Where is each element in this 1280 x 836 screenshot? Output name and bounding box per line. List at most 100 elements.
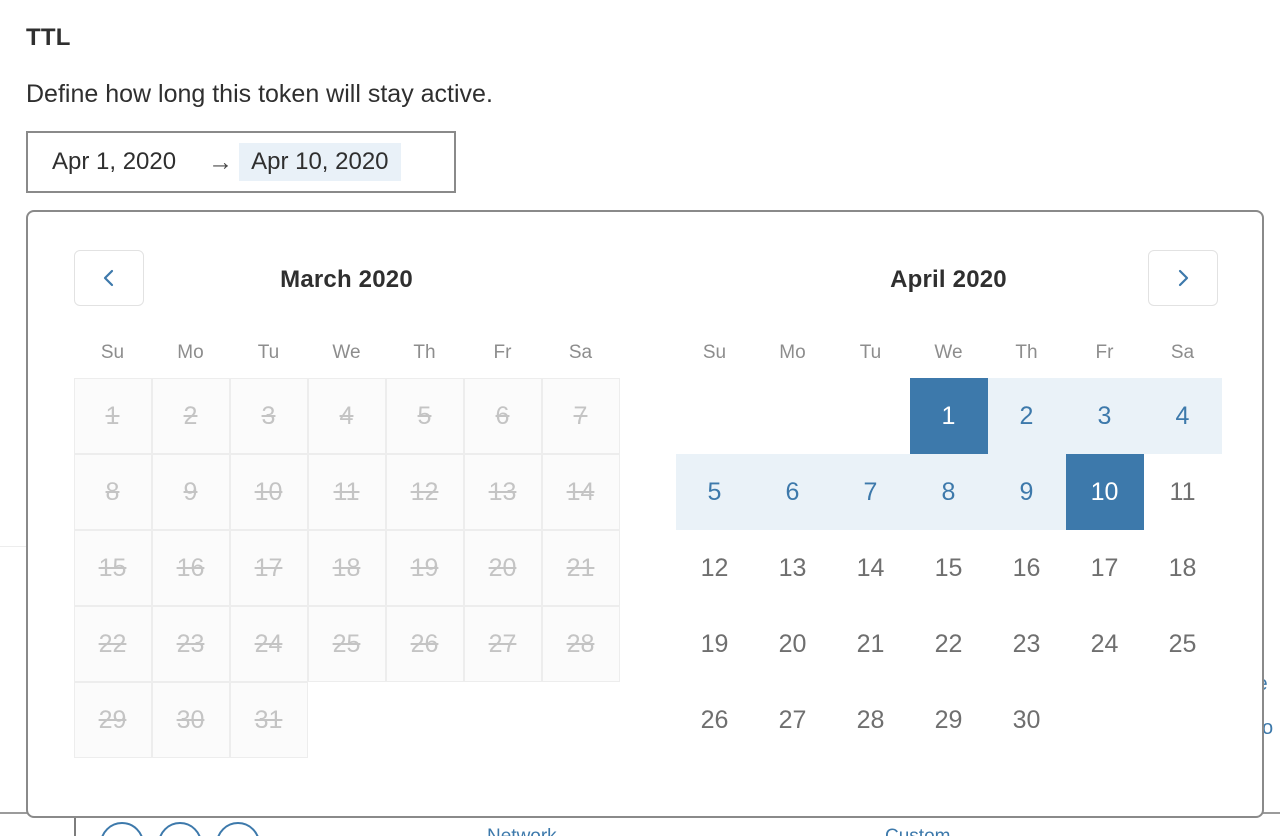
weekday-label-su: Su	[100, 342, 125, 363]
calendar-week-row: 22 23 24 25 26 27 28	[48, 606, 645, 682]
previous-month-button[interactable]	[74, 250, 144, 306]
calendar-day-cell[interactable]: 2	[987, 378, 1066, 454]
calendar-week-row: 29 30 31	[48, 682, 645, 758]
calendar-day-cell[interactable]: 7	[831, 454, 910, 530]
calendar-day-cell[interactable]: 21	[831, 606, 910, 682]
arrow-right-icon: →	[208, 147, 234, 176]
calendar-week-row: 26 27 28 29 30	[645, 682, 1252, 758]
weekday-header-row: Su Mo Tu We Th Fr Sa	[645, 342, 1252, 378]
calendar-cell-empty	[675, 378, 754, 454]
calendar-day-cell: 26	[385, 606, 464, 682]
calendar-day-cell: 6	[463, 378, 542, 454]
calendar-day-cell[interactable]: 3	[1065, 378, 1144, 454]
calendar-day-cell: 9	[151, 454, 230, 530]
calendar-day-cell[interactable]: 4	[1143, 378, 1222, 454]
calendar-cell-empty	[753, 378, 832, 454]
calendar-day-cell[interactable]: 15	[909, 530, 988, 606]
calendar-day-cell: 27	[463, 606, 542, 682]
date-picker-popover: March 2020 Su Mo Tu We Th Fr Sa 1 2 3 4 5 6 7 8 9 10 11 12 1…	[26, 210, 1264, 818]
calendar-day-cell[interactable]: 25	[1143, 606, 1222, 682]
calendar-cell-empty	[307, 682, 386, 758]
calendar-day-cell: 14	[541, 454, 620, 530]
weekday-label-th: Th	[413, 342, 436, 363]
month-title: April 2020	[890, 266, 1007, 293]
calendar-day-cell: 13	[463, 454, 542, 530]
calendar-day-cell: 11	[307, 454, 386, 530]
calendar-day-cell[interactable]: 18	[1143, 530, 1222, 606]
end-date-field[interactable]: Apr 10, 2020	[239, 143, 401, 181]
page-title: TTL	[26, 24, 71, 51]
calendar-day-cell: 28	[541, 606, 620, 682]
calendar-day-cell[interactable]: 22	[909, 606, 988, 682]
calendar-day-cell[interactable]: 20	[753, 606, 832, 682]
calendar-day-cell: 8	[73, 454, 152, 530]
weekday-header-row: Su Mo Tu We Th Fr Sa	[48, 342, 645, 378]
calendar-day-cell[interactable]: 24	[1065, 606, 1144, 682]
weekday-label-we: We	[332, 342, 361, 363]
calendar-day-cell[interactable]: 28	[831, 682, 910, 758]
calendar-day-cell: 23	[151, 606, 230, 682]
weekday-label-we: We	[934, 342, 963, 363]
weekday-label-sa: Sa	[1170, 342, 1195, 363]
calendar-day-cell: 5	[385, 378, 464, 454]
calendar-day-cell[interactable]: 13	[753, 530, 832, 606]
calendar-day-cell: 24	[229, 606, 308, 682]
background-radio-1[interactable]	[100, 822, 144, 836]
background-radio-2[interactable]	[158, 822, 202, 836]
calendar-day-cell: 1	[73, 378, 152, 454]
weekday-label-mo: Mo	[177, 342, 204, 363]
weekday-label-fr: Fr	[493, 342, 512, 363]
calendar-cell-empty	[385, 682, 464, 758]
calendar-day-cell[interactable]: 14	[831, 530, 910, 606]
calendar-day-cell: 2	[151, 378, 230, 454]
weekday-label-mo: Mo	[779, 342, 806, 363]
calendar-day-cell: 20	[463, 530, 542, 606]
background-label-network: Network	[487, 826, 557, 836]
calendar-day-cell: 18	[307, 530, 386, 606]
calendar-day-cell[interactable]: 23	[987, 606, 1066, 682]
calendar-month-left: March 2020 Su Mo Tu We Th Fr Sa 1 2 3 4 5 6 7 8 9 10 11 12 1…	[28, 212, 645, 758]
calendar-day-cell[interactable]: 5	[675, 454, 754, 530]
calendar-day-cell[interactable]: 17	[1065, 530, 1144, 606]
calendar-day-cell[interactable]: 8	[909, 454, 988, 530]
calendar-month-right: April 2020 Su Mo Tu We Th Fr Sa 1 2 3 4 5 6 7 8 9 10 11 12 1…	[645, 212, 1262, 758]
calendar-day-cell[interactable]: 26	[675, 682, 754, 758]
calendar-day-cell[interactable]: 29	[909, 682, 988, 758]
background-radio-3[interactable]	[216, 822, 260, 836]
background-radio-group	[100, 822, 260, 836]
calendar-day-cell: 30	[151, 682, 230, 758]
next-month-button[interactable]	[1148, 250, 1218, 306]
calendar-day-cell: 25	[307, 606, 386, 682]
calendar-day-cell[interactable]: 12	[675, 530, 754, 606]
weekday-label-tu: Tu	[859, 342, 882, 363]
section-description: Define how long this token will stay act…	[26, 80, 493, 108]
calendar-day-cell: 17	[229, 530, 308, 606]
calendar-day-cell[interactable]: 1	[909, 378, 988, 454]
calendar-day-cell: 3	[229, 378, 308, 454]
calendar-day-cell[interactable]: 27	[753, 682, 832, 758]
weekday-label-tu: Tu	[257, 342, 280, 363]
weekday-label-su: Su	[702, 342, 727, 363]
calendar-week-row: 15 16 17 18 19 20 21	[48, 530, 645, 606]
calendar-day-cell[interactable]: 10	[1065, 454, 1144, 530]
calendar-day-cell[interactable]: 30	[987, 682, 1066, 758]
chevron-right-icon	[1173, 267, 1193, 289]
weekday-label-fr: Fr	[1095, 342, 1114, 363]
calendar-week-row: 8 9 10 11 12 13 14	[48, 454, 645, 530]
date-range-input[interactable]: Apr 1, 2020 → Apr 10, 2020	[26, 131, 456, 193]
calendar-day-cell[interactable]: 11	[1143, 454, 1222, 530]
calendar-day-cell[interactable]: 16	[987, 530, 1066, 606]
calendar-day-cell[interactable]: 6	[753, 454, 832, 530]
calendar-day-cell: 10	[229, 454, 308, 530]
calendar-day-cell: 29	[73, 682, 152, 758]
calendar-day-cell: 12	[385, 454, 464, 530]
calendar-day-cell: 4	[307, 378, 386, 454]
month-title: March 2020	[280, 266, 413, 293]
calendar-day-cell: 31	[229, 682, 308, 758]
calendar-day-cell[interactable]: 19	[675, 606, 754, 682]
calendar-day-cell: 21	[541, 530, 620, 606]
start-date-field[interactable]: Apr 1, 2020	[52, 148, 177, 175]
calendar-day-cell[interactable]: 9	[987, 454, 1066, 530]
